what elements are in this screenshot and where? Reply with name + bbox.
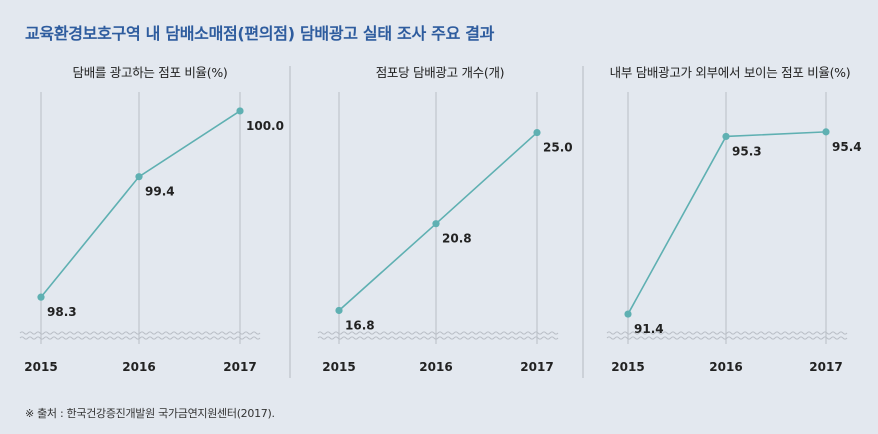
chart-2-tick-2016: 2016: [419, 360, 452, 374]
chart-2-point-2016: [432, 220, 440, 228]
chart-3-axis-break-lower: [606, 336, 848, 340]
chart-1-value-label-2017: 100.0: [246, 119, 284, 133]
chart-1-tick-2015: 2015: [24, 360, 57, 374]
chart-3-title: 내부 담배광고가 외부에서 보이는 점포 비율(%): [610, 65, 851, 80]
chart-3-tick-2016: 2016: [709, 360, 742, 374]
chart-1-point-2017: [236, 107, 244, 115]
chart-3-point-2017: [822, 128, 830, 136]
chart-1-tick-2016: 2016: [122, 360, 155, 374]
chart-3-axis-break-upper: [606, 331, 848, 335]
chart-3-series-line: [627, 131, 827, 315]
chart-2-point-2015: [335, 306, 343, 315]
chart-3-point-2015: [624, 310, 632, 318]
chart-3-tick-2017: 2017: [809, 360, 842, 374]
chart-2-value-label-2015: 16.8: [345, 318, 375, 332]
chart-1-title: 담배를 광고하는 점포 비율(%): [73, 65, 228, 80]
chart-2-axis-break-upper: [317, 331, 559, 335]
chart-1-point-2016: [135, 173, 143, 181]
chart-1-tick-2017: 2017: [223, 360, 256, 374]
chart-2-title: 점포당 담배광고 개수(개): [376, 65, 505, 80]
chart-3-tick-2015: 2015: [611, 360, 644, 374]
chart-3-value-label-2016: 95.3: [732, 144, 762, 158]
chart-1-axis-break-lower: [19, 336, 261, 340]
chart-1-axis-break-upper: [19, 331, 261, 335]
chart-2-value-label-2016: 20.8: [442, 232, 472, 246]
chart-1-series-line: [40, 110, 241, 298]
chart-2-value-label-2017: 25.0: [543, 141, 573, 155]
chart-3-value-label-2017: 95.4: [832, 140, 862, 154]
chart-2-tick-2015: 2015: [322, 360, 355, 374]
chart-3-value-label-2015: 91.4: [634, 322, 664, 336]
chart-1-value-label-2015: 98.3: [47, 305, 77, 319]
chart-3-point-2016: [722, 132, 730, 141]
source-footnote: ※ 출처 : 한국건강증진개발원 국가금연지원센터(2017).: [25, 407, 275, 420]
page-title: 교육환경보호구역 내 담배소매점(편의점) 담배광고 실태 조사 주요 결과: [25, 24, 495, 43]
chart-2-axis-break-lower: [317, 336, 559, 340]
chart-2-tick-2017: 2017: [520, 360, 553, 374]
chart-1-value-label-2016: 99.4: [145, 185, 175, 199]
chart-1-point-2015: [37, 293, 45, 301]
chart-2-point-2017: [533, 128, 541, 137]
